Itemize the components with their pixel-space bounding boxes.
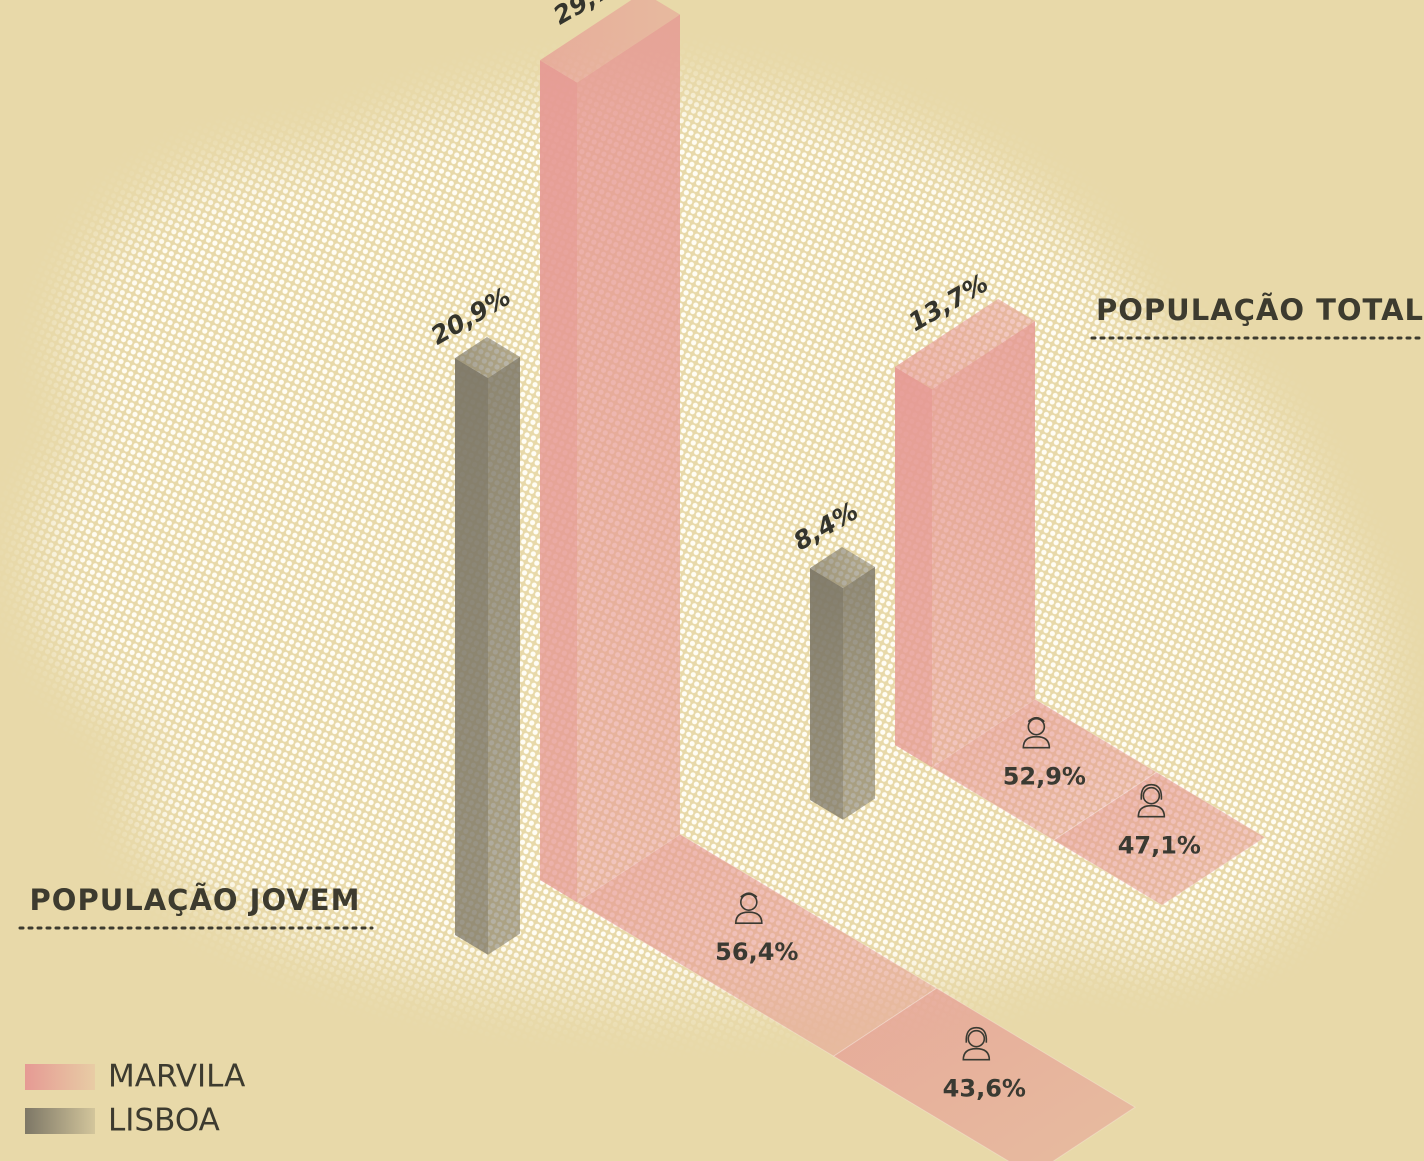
bar xyxy=(895,366,932,768)
floor-value-label: 52,9% xyxy=(1003,763,1086,791)
floor-value-label: 47,1% xyxy=(1118,832,1201,860)
legend-swatch xyxy=(25,1108,95,1134)
floor-value-label: 56,4% xyxy=(715,938,798,966)
bar-top xyxy=(810,547,875,588)
gender-icon xyxy=(1022,716,1051,749)
legend-label: MARVILA xyxy=(108,1059,245,1095)
bar-top xyxy=(540,0,680,83)
bar-top xyxy=(455,337,520,378)
gender-icon xyxy=(735,892,763,924)
gender-icon xyxy=(962,1026,991,1061)
bar-top xyxy=(895,298,1035,390)
floor-segment xyxy=(832,987,1136,1161)
bar-side xyxy=(488,356,520,955)
bar-side xyxy=(932,321,1035,768)
legend-label: LISBOA xyxy=(108,1103,220,1139)
group-label: POPULAÇÃO TOTAL xyxy=(1096,293,1424,327)
bar xyxy=(540,60,577,903)
legend-swatch xyxy=(25,1064,95,1090)
floor-segment xyxy=(1052,771,1266,906)
bar xyxy=(810,568,843,820)
bar xyxy=(455,358,488,955)
group-label: POPULAÇÃO JOVEM xyxy=(30,883,361,917)
bar-side xyxy=(843,566,875,820)
floor-value-label: 43,6% xyxy=(943,1075,1026,1103)
bar-side xyxy=(577,14,680,903)
gender-icon xyxy=(1137,783,1166,818)
